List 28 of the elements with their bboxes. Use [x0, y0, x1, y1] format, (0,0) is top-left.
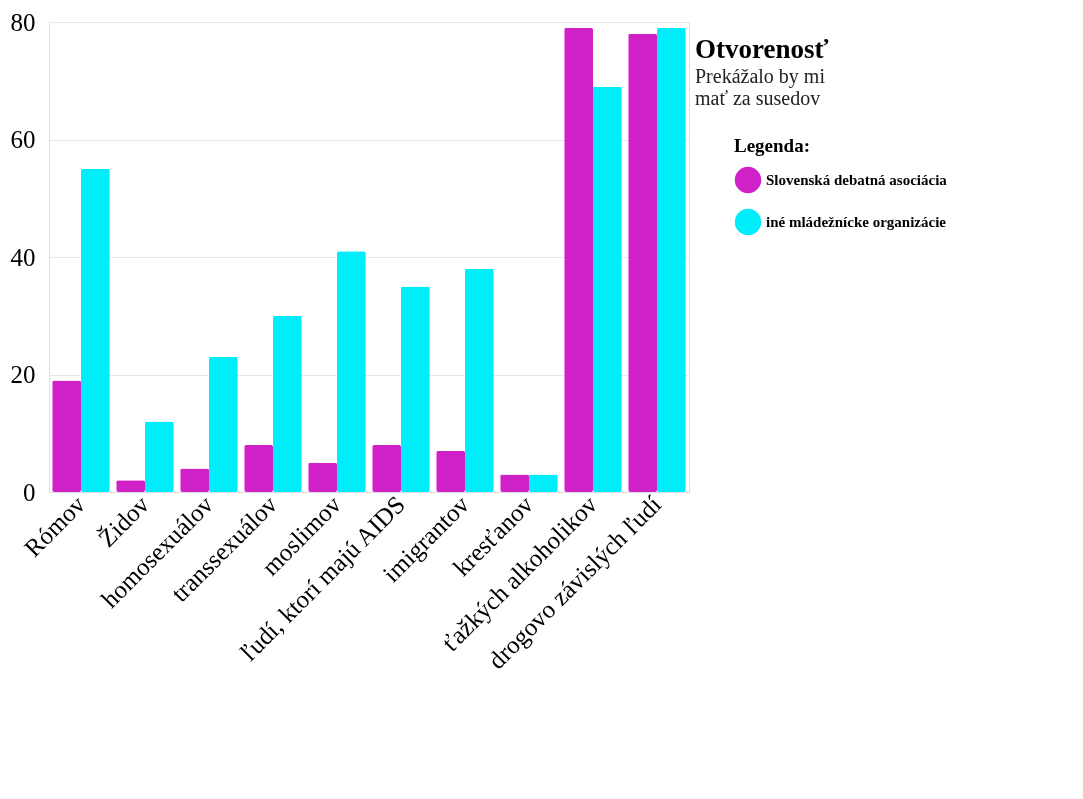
bar: [180, 468, 209, 492]
bar: [657, 27, 686, 492]
y-tick-label: 20: [10, 361, 36, 388]
legend-label: Slovenská debatná asociácia: [766, 172, 948, 188]
bar: [337, 251, 366, 492]
bar: [401, 286, 430, 492]
bar: [529, 474, 558, 492]
bar: [308, 462, 337, 492]
y-tick-label: 80: [10, 8, 36, 36]
bar: [81, 168, 110, 492]
bar: [628, 33, 657, 492]
bar: [209, 356, 238, 492]
text: Prekážalo by mi mať za susedov: [695, 65, 826, 109]
text: Otvorenosť: [695, 34, 829, 64]
bar: [593, 86, 622, 492]
bar: [273, 315, 302, 492]
bar: [500, 474, 529, 492]
bar: [244, 445, 273, 492]
bar: [52, 380, 81, 492]
bar: [372, 445, 401, 492]
bar: [145, 421, 174, 492]
bar: [465, 268, 494, 492]
y-tick-label: 60: [10, 126, 36, 153]
y-tick-label: 40: [10, 243, 36, 271]
bar: [564, 27, 593, 492]
bar: [436, 450, 465, 492]
legend-label: iné mládežnícke organizácie: [766, 214, 947, 230]
legend-title: Legenda:: [734, 135, 810, 156]
